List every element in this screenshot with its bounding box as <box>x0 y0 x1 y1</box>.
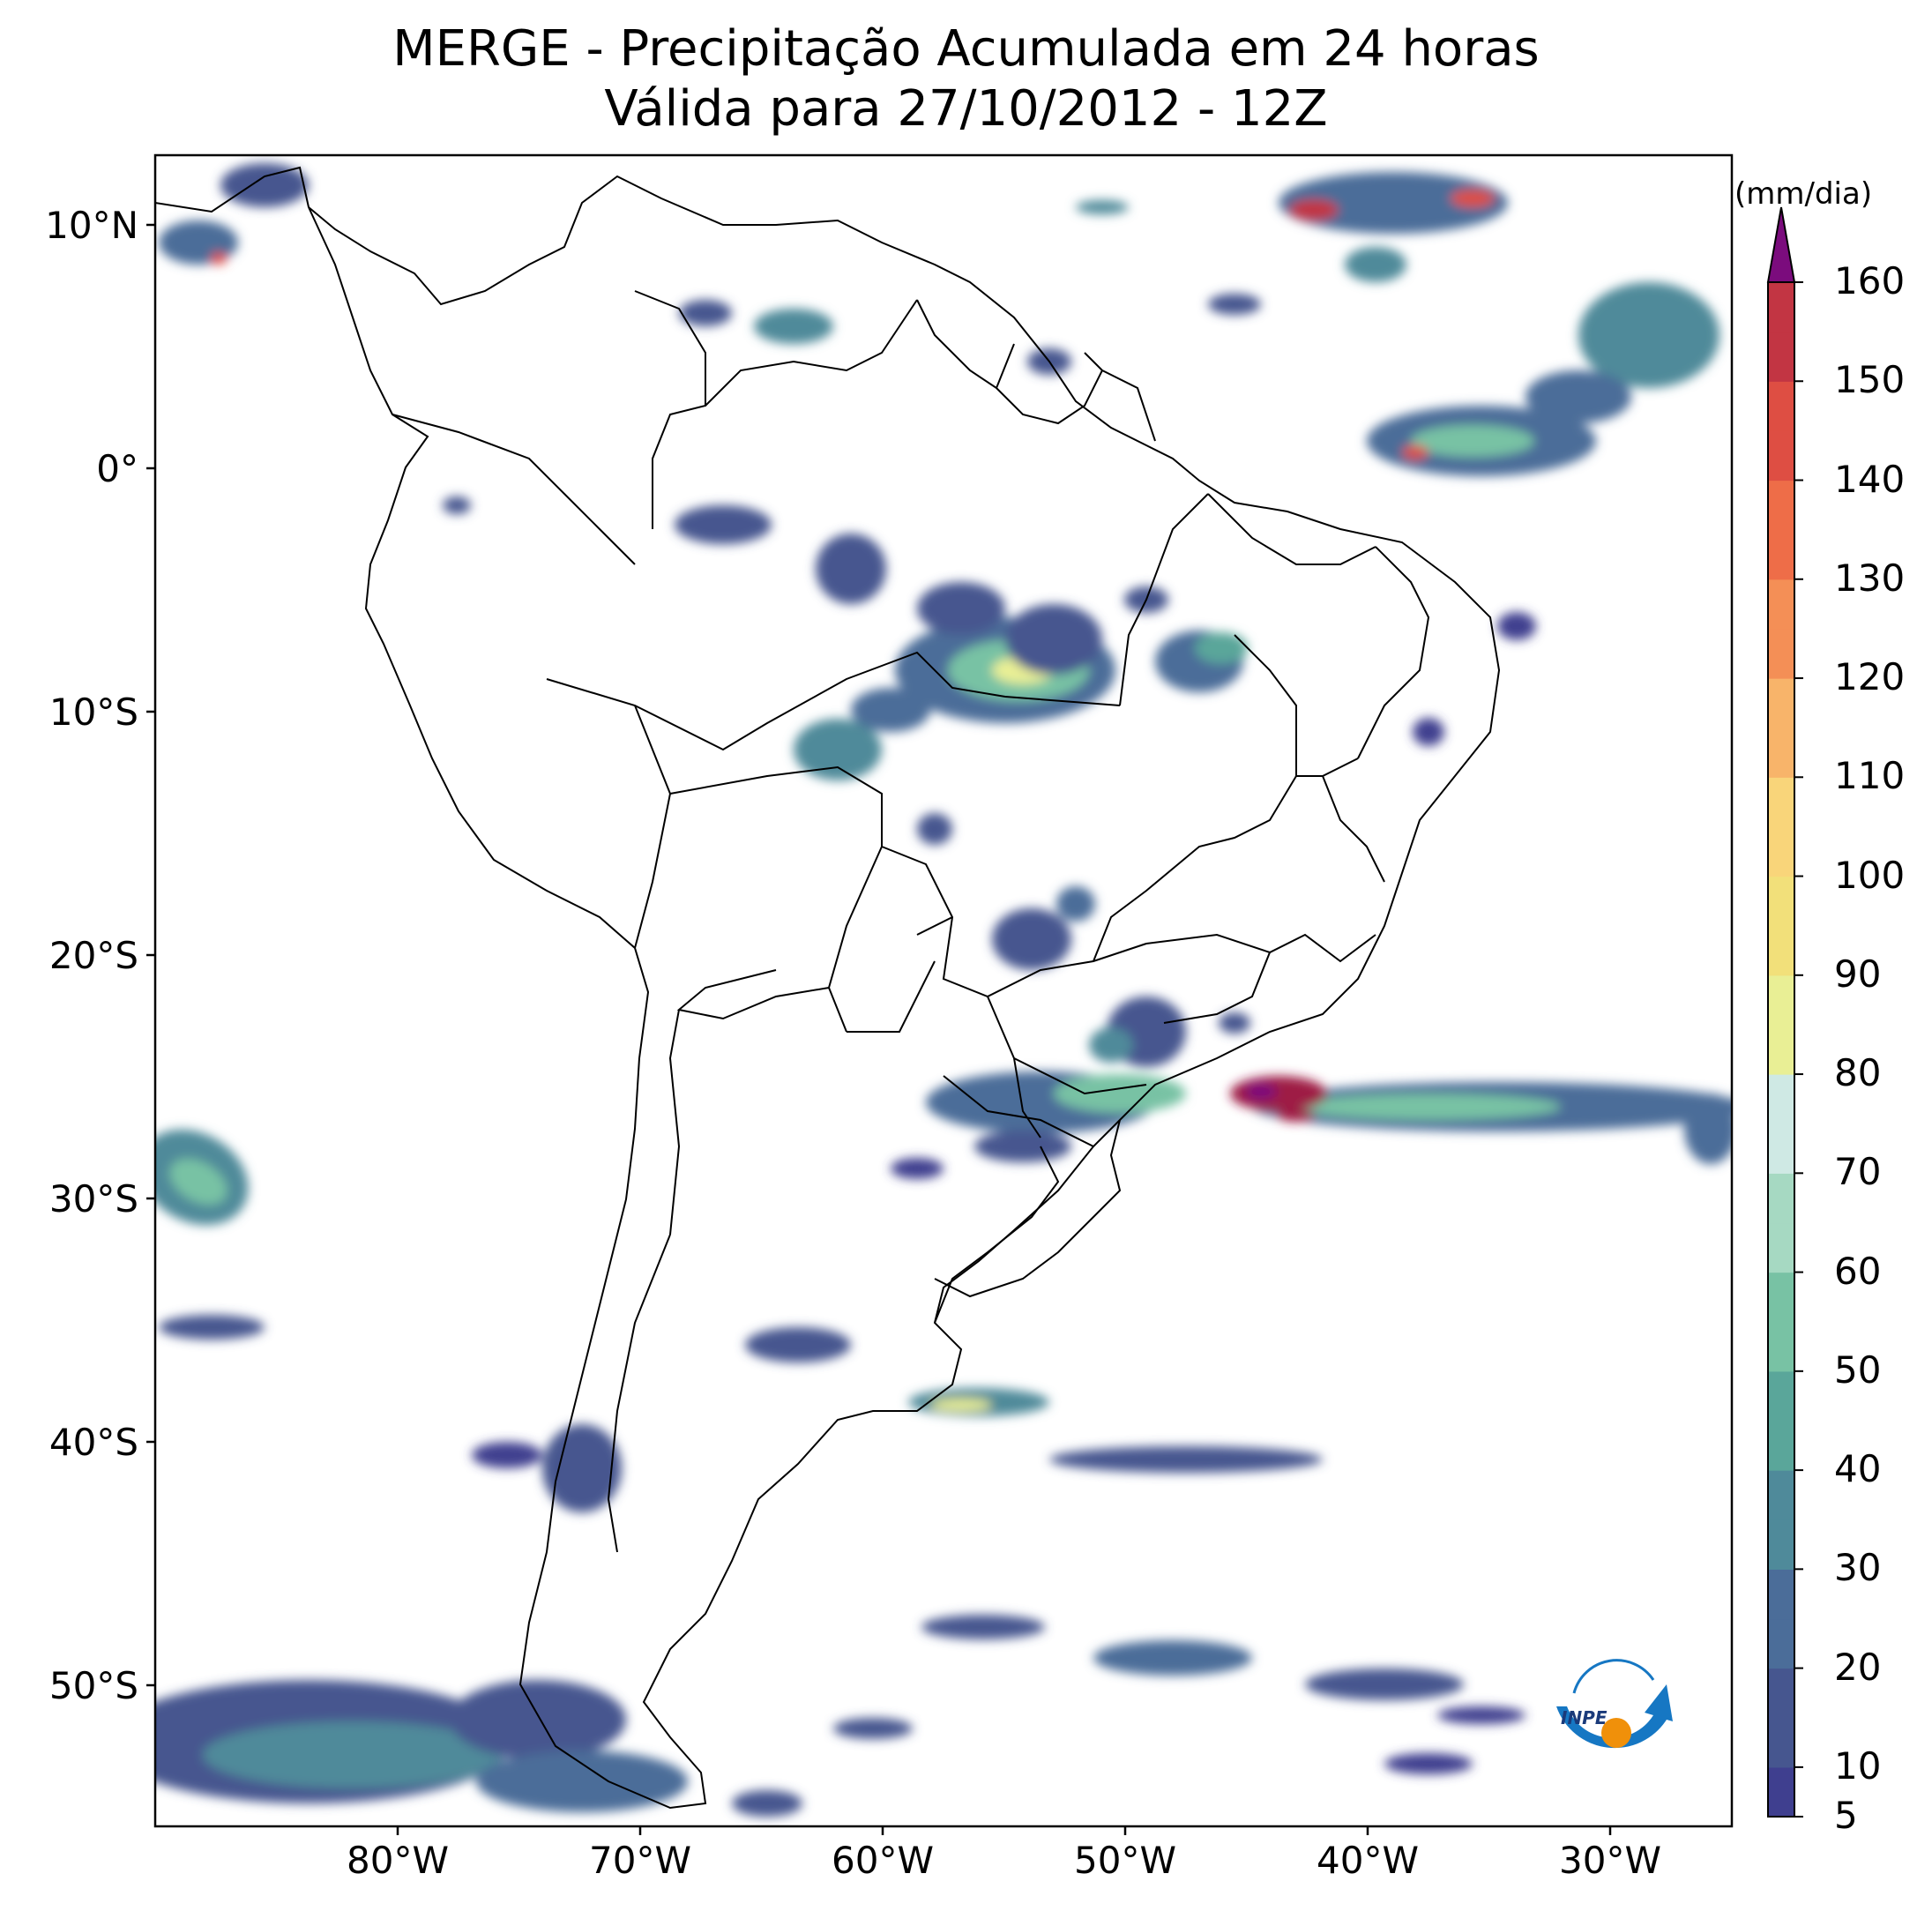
map-subtitle: Válida para 27/10/2012 - 12Z <box>604 80 1328 138</box>
colorbar-unit: (mm/dia) <box>1734 176 1873 212</box>
colorbar-segment <box>1768 430 1794 481</box>
colorbar-segment <box>1768 480 1794 531</box>
colorbar-segment <box>1768 381 1794 431</box>
colorbar-segment <box>1768 1569 1794 1620</box>
precipitation-field <box>155 163 1732 1817</box>
colorbar-segment <box>1768 1618 1794 1669</box>
colorbar-segment <box>1768 1420 1794 1471</box>
x-tick-label: 60°W <box>832 1839 934 1882</box>
colorbar-segment <box>1768 1074 1794 1124</box>
colorbar-segment <box>1768 728 1794 778</box>
colorbar-segment <box>1768 1222 1794 1273</box>
inpe-logo-text: INPE <box>1561 1707 1608 1728</box>
colorbar-tick-label: 50 <box>1834 1347 1882 1392</box>
colorbar-tick-label: 70 <box>1834 1150 1882 1194</box>
colorbar-segment <box>1768 1024 1794 1075</box>
colorbar-segment <box>1768 974 1794 1026</box>
y-tick-label: 20°S <box>48 934 138 977</box>
colorbar-tick-label: 150 <box>1834 358 1906 402</box>
x-tick-label: 70°W <box>589 1839 691 1882</box>
central-america <box>155 166 310 213</box>
colorbar-tick-label: 40 <box>1834 1447 1882 1491</box>
colorbar-segment <box>1768 777 1794 828</box>
colorbar-tick-label: 90 <box>1834 952 1882 996</box>
y-tick-label: 40°S <box>48 1421 138 1464</box>
colorbar-segment <box>1768 628 1794 679</box>
colorbar-segment <box>1768 1123 1794 1174</box>
y-tick-label: 10°N <box>45 204 138 247</box>
colorbar-segment <box>1768 1519 1794 1570</box>
country-borders <box>155 166 1501 1810</box>
colorbar-tick-label: 10 <box>1834 1743 1882 1788</box>
colorbar-segment <box>1768 1717 1794 1768</box>
colorbar-segment <box>1768 332 1794 382</box>
colorbar-tick-label: 160 <box>1834 259 1906 302</box>
colorbar-tick-label: 5 <box>1834 1794 1858 1837</box>
colorbar-segment <box>1768 1470 1794 1520</box>
colorbar-segment <box>1768 925 1794 976</box>
colorbar <box>1766 206 1803 1818</box>
colorbar-segment <box>1768 579 1794 630</box>
colorbar-tick-label: 80 <box>1834 1051 1882 1095</box>
y-tick-label: 30°S <box>48 1177 138 1221</box>
x-tick-label: 80°W <box>347 1839 449 1882</box>
colorbar-segment <box>1768 826 1794 877</box>
y-tick-label: 10°S <box>48 690 138 734</box>
colorbar-frame <box>1767 281 1795 1818</box>
colorbar-segment <box>1768 1321 1794 1372</box>
colorbar-segment <box>1768 1766 1794 1818</box>
colorbar-tick-label: 110 <box>1834 754 1906 798</box>
map-title: MERGE - Precipitação Acumulada em 24 hor… <box>392 20 1540 78</box>
map-frame <box>153 153 1734 1828</box>
colorbar-segment <box>1768 1668 1794 1719</box>
colorbar-tick-label: 120 <box>1834 655 1906 699</box>
colorbar-tick-label: 30 <box>1834 1546 1882 1590</box>
colorbar-tick-label: 130 <box>1834 556 1906 600</box>
x-tick-label: 50°W <box>1074 1839 1176 1882</box>
colorbar-tick-label: 20 <box>1834 1645 1882 1689</box>
colorbar-segment <box>1768 678 1794 728</box>
colorbar-tick-label: 140 <box>1834 457 1906 501</box>
colorbar-segment <box>1768 1370 1794 1422</box>
x-tick-label: 30°W <box>1559 1839 1661 1882</box>
colorbar-extend-arrow <box>1766 206 1796 283</box>
x-tick-label: 40°W <box>1317 1839 1419 1882</box>
axis-tick-marks <box>146 223 1612 1835</box>
colorbar-tick-label: 60 <box>1834 1249 1882 1293</box>
south-america-coastline <box>308 175 1501 1810</box>
colorbar-segment <box>1768 876 1794 927</box>
border-lines <box>392 290 1430 1553</box>
colorbar-segment <box>1768 1173 1794 1224</box>
inpe-logo-icon <box>1556 1659 1673 1749</box>
y-tick-label: 50°S <box>48 1664 138 1707</box>
y-tick-label: 0° <box>96 447 138 490</box>
colorbar-tick-label: 100 <box>1834 853 1906 897</box>
colorbar-segment <box>1768 1272 1794 1323</box>
colorbar-segment <box>1768 529 1794 580</box>
colorbar-segment <box>1768 282 1794 332</box>
